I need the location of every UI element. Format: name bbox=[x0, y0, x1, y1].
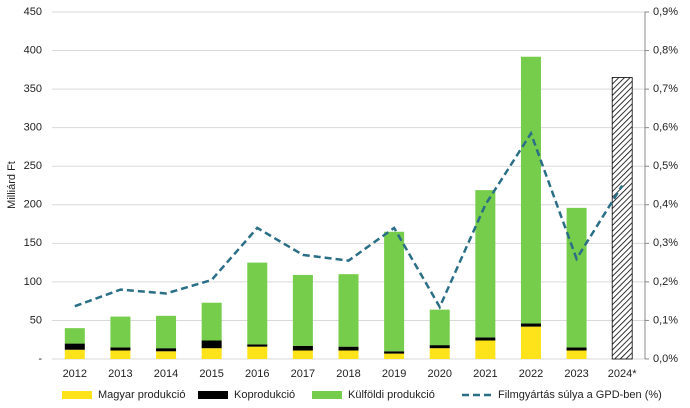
bar-segment bbox=[566, 347, 587, 351]
y2-tick-label: 0,8% bbox=[653, 44, 678, 56]
y-tick-label: 200 bbox=[24, 199, 42, 211]
y2-tick-label: 0,4% bbox=[653, 199, 678, 211]
legend-label: Koprodukció bbox=[234, 389, 295, 401]
bar-segment bbox=[201, 340, 222, 349]
bar-segment bbox=[338, 350, 359, 359]
y2-tick-label: 0,5% bbox=[653, 160, 678, 172]
legend-label: Filmgyártás súlya a GPD-ben (%) bbox=[498, 389, 662, 401]
x-tick-label: 2021 bbox=[473, 368, 497, 380]
bar-segment bbox=[292, 345, 313, 351]
bar-segment bbox=[384, 353, 405, 359]
bar-segment bbox=[292, 350, 313, 359]
bar-segment bbox=[156, 315, 177, 349]
bar-segment bbox=[247, 346, 268, 359]
y-tick-label: 300 bbox=[24, 122, 42, 134]
bar-segment bbox=[384, 351, 405, 354]
x-tick-label: 2018 bbox=[336, 368, 360, 380]
y2-tick-label: 0,6% bbox=[653, 122, 678, 134]
bar-segment bbox=[520, 323, 541, 327]
bar-segment bbox=[110, 316, 131, 348]
x-tick-label: 2014 bbox=[154, 368, 178, 380]
bar-segment bbox=[429, 309, 450, 346]
bar-segment bbox=[64, 349, 85, 359]
legend-swatch bbox=[62, 391, 92, 399]
x-tick-label: 2016 bbox=[245, 368, 269, 380]
x-tick-label: 2015 bbox=[199, 368, 223, 380]
bar-segment bbox=[247, 344, 268, 347]
x-tick-label: 2022 bbox=[519, 368, 543, 380]
bar-segment bbox=[566, 350, 587, 359]
y2-tick-label: 0,3% bbox=[653, 237, 678, 249]
bar-segment bbox=[429, 348, 450, 359]
bar-segment bbox=[110, 350, 131, 359]
bar-segment bbox=[156, 351, 177, 359]
bar-segment bbox=[201, 348, 222, 359]
y2-tick-label: 0,0% bbox=[653, 353, 678, 365]
bar-segment bbox=[475, 190, 496, 338]
bar-segment bbox=[384, 231, 405, 352]
y-tick-label: 100 bbox=[24, 276, 42, 288]
x-tick-label: 2019 bbox=[382, 368, 406, 380]
y-tick-label: 400 bbox=[24, 44, 42, 56]
bar-segment bbox=[156, 348, 177, 352]
x-tick-label: 2023 bbox=[564, 368, 588, 380]
y2-tick-label: 0,2% bbox=[653, 276, 678, 288]
bar-segment bbox=[338, 346, 359, 351]
y2-tick-label: 0,7% bbox=[653, 83, 678, 95]
bar-segment bbox=[611, 77, 633, 360]
y-tick-label: 250 bbox=[24, 160, 42, 172]
x-tick-label: 2012 bbox=[63, 368, 87, 380]
y2-tick-label: 0,9% bbox=[653, 6, 678, 18]
bar-segment bbox=[64, 343, 85, 350]
y-tick-label: 450 bbox=[24, 6, 42, 18]
y-tick-label: 150 bbox=[24, 237, 42, 249]
bar-segment bbox=[520, 56, 541, 324]
bar-segment bbox=[566, 207, 587, 348]
legend-label: Magyar produkció bbox=[98, 389, 185, 401]
bar-segment bbox=[247, 262, 268, 345]
bar-segment bbox=[110, 347, 131, 351]
legend-label: Külföldi produkció bbox=[348, 389, 435, 401]
bar-segment bbox=[475, 337, 496, 341]
x-tick-label: 2024* bbox=[608, 368, 637, 380]
bar-segment bbox=[475, 340, 496, 359]
y-tick-label: - bbox=[38, 353, 42, 365]
bar-segment bbox=[429, 345, 450, 349]
y-tick-label: 50 bbox=[30, 314, 42, 326]
y-tick-label: 350 bbox=[24, 83, 42, 95]
y2-tick-label: 0,1% bbox=[653, 314, 678, 326]
y-axis-label: Milliárd Ft bbox=[6, 161, 18, 209]
x-tick-label: 2013 bbox=[108, 368, 132, 380]
legend-swatch bbox=[312, 391, 342, 399]
bar-segment bbox=[338, 274, 359, 347]
x-tick-label: 2020 bbox=[427, 368, 451, 380]
bar-segment bbox=[201, 302, 222, 341]
bar-segment bbox=[64, 328, 85, 344]
line-series bbox=[74, 130, 624, 310]
bar-segment bbox=[520, 326, 541, 359]
legend-swatch bbox=[198, 391, 228, 399]
x-tick-label: 2017 bbox=[291, 368, 315, 380]
bar-segment bbox=[292, 274, 313, 346]
